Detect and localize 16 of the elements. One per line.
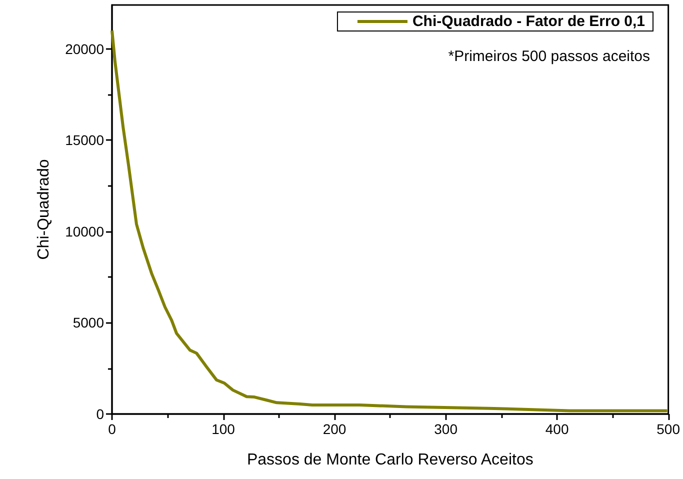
y-tick-label: 0 [96,406,104,422]
line-series [110,29,669,412]
legend-label: Chi-Quadrado - Fator de Erro 0,1 [412,13,645,30]
y-tick-label: 15000 [65,132,104,148]
x-tick-label: 500 [656,421,680,437]
x-tick-label: 400 [545,421,569,437]
y-tick-label: 10000 [65,223,104,240]
x-tick-label: 300 [434,421,458,437]
y-tick-label: 5000 [72,314,104,331]
y-axis-title: Chi-Quadrado [36,159,52,260]
x-axis-title: Passos de Monte Carlo Reverso Aceitos [246,452,534,468]
x-tick-label: 0 [108,421,116,437]
x-tick-label: 100 [212,421,236,437]
x-tick-label: 200 [322,421,346,437]
y-tick-label: 20000 [65,40,104,57]
annotation: *Primeiros 500 passos aceitos [448,48,650,65]
